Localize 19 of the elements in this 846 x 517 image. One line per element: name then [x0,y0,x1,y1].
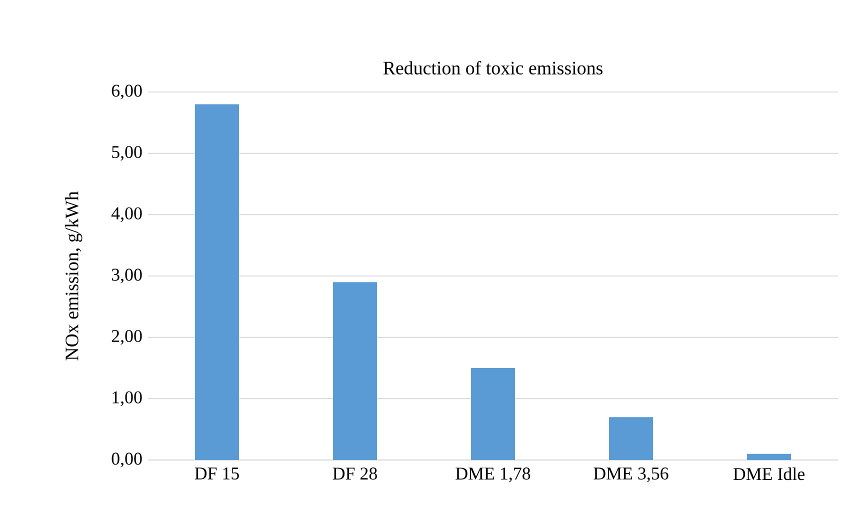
bar [471,368,516,460]
y-tick-label: 5,00 [112,146,142,161]
x-tick-label: DME 1,78 [456,468,530,482]
bar [747,454,792,460]
y-tick-label: 1,00 [112,391,142,406]
y-tick-label: 0,00 [112,452,142,468]
y-tick-label: 3,00 [112,268,142,284]
x-tick-label: DME 3,56 [594,468,668,482]
x-tick-label: DF 15 [194,468,239,480]
bar [333,282,378,460]
y-axis-title: NOx emission, g/kWh [65,191,82,360]
y-tick-label: 4,00 [111,207,142,222]
y-tick-label: 6,00 [112,84,142,100]
bar [195,104,239,460]
x-tick-label: DME Idle [733,468,804,480]
bar [609,417,654,460]
chart-title: Reduction of toxic emissions [383,60,602,74]
y-tick-label: 2,00 [112,330,142,345]
x-tick-label: DF 28 [332,468,377,480]
